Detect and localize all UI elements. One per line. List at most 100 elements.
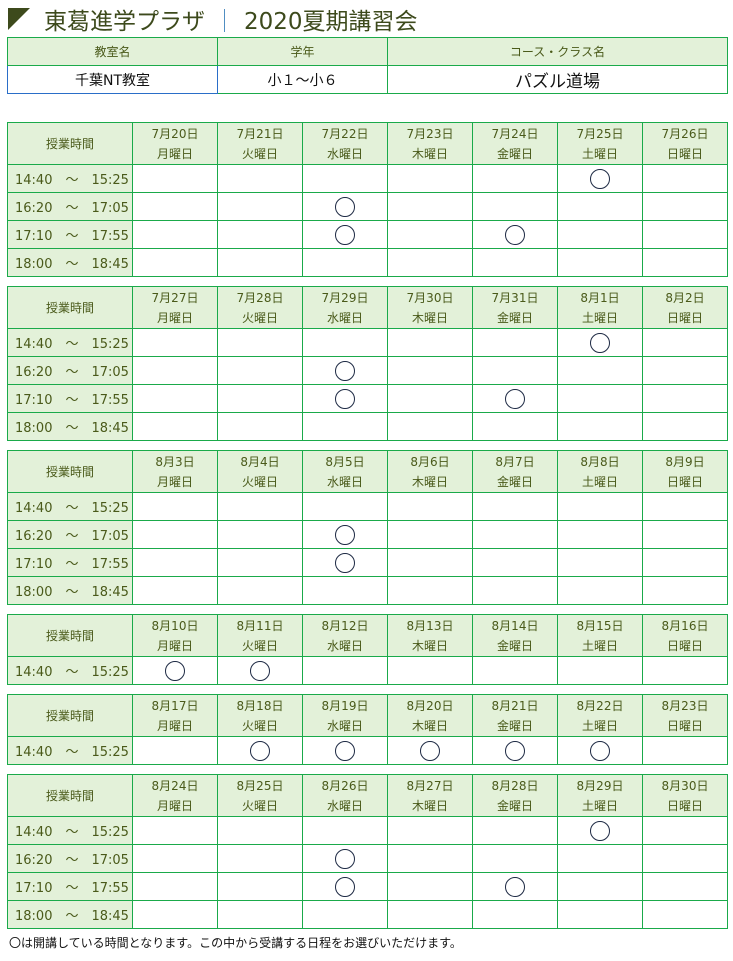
schedule-cell — [387, 576, 473, 605]
schedule-cell — [472, 900, 558, 929]
time-slot-row: 16:20 ～ 17:05 — [7, 844, 728, 873]
open-circle-icon — [505, 388, 525, 409]
schedule-cell — [472, 192, 558, 221]
date-label: 8月19日 — [321, 698, 369, 713]
date-header: 8月14日 金曜日 — [472, 614, 558, 657]
schedule-cell — [217, 816, 303, 845]
schedule-cell — [387, 548, 473, 577]
course-header: コース・クラス名 — [387, 37, 728, 66]
time-slot-row: 18:00 ～ 18:45 — [7, 900, 728, 929]
time-slot-label: 18:00 ～ 18:45 — [7, 248, 133, 277]
time-slot-row: 16:20 ～ 17:05 — [7, 520, 728, 549]
weekday-label: 月曜日 — [156, 310, 193, 325]
date-header: 7月23日 木曜日 — [387, 122, 473, 165]
time-slot-label: 14:40 ～ 15:25 — [7, 328, 133, 357]
weekday-label: 金曜日 — [496, 146, 533, 161]
time-slot-label: 17:10 ～ 17:55 — [7, 872, 133, 901]
date-label: 8月12日 — [321, 618, 369, 633]
time-slot-label: 17:10 ～ 17:55 — [7, 548, 133, 577]
weekday-label: 火曜日 — [241, 146, 278, 161]
schedule-cell — [557, 492, 643, 521]
weekday-label: 日曜日 — [666, 146, 703, 161]
open-circle-icon — [505, 876, 525, 897]
time-slot-label: 18:00 ～ 18:45 — [7, 900, 133, 929]
schedule-cell — [217, 900, 303, 929]
weekday-label: 月曜日 — [156, 146, 193, 161]
open-circle-icon — [590, 820, 610, 841]
weekday-label: 木曜日 — [411, 474, 448, 489]
schedule-cell — [557, 384, 643, 413]
schedule-cell — [472, 844, 558, 873]
schedule-cell — [557, 520, 643, 549]
date-header: 8月23日 日曜日 — [642, 694, 728, 737]
date-header: 8月30日 日曜日 — [642, 774, 728, 817]
schedule-cell — [642, 164, 728, 193]
date-header: 8月20日 木曜日 — [387, 694, 473, 737]
date-label: 8月1日 — [580, 290, 620, 305]
schedule-cell — [217, 412, 303, 441]
schedule-cell — [642, 328, 728, 357]
schedule-cell — [642, 412, 728, 441]
open-circle-icon — [505, 224, 525, 245]
schedule-cell — [472, 736, 558, 765]
weekday-label: 金曜日 — [496, 798, 533, 813]
open-circle-icon — [590, 740, 610, 761]
weekday-label: 土曜日 — [581, 638, 618, 653]
schedule-cell — [132, 220, 218, 249]
date-header: 8月28日 金曜日 — [472, 774, 558, 817]
date-header: 8月7日 金曜日 — [472, 450, 558, 493]
date-label: 8月5日 — [325, 454, 365, 469]
schedule-cell — [132, 576, 218, 605]
schedule-cell — [302, 248, 388, 277]
date-header: 8月10日 月曜日 — [132, 614, 218, 657]
course-info-table: 教室名 学年 コース・クラス名 千葉NT教室 小１～小６ パズル道場 — [7, 37, 728, 94]
schedule-cell — [387, 844, 473, 873]
schedule-cell — [642, 656, 728, 685]
schedule-cell — [132, 248, 218, 277]
weekday-label: 水曜日 — [326, 638, 363, 653]
time-slot-label: 16:20 ～ 17:05 — [7, 356, 133, 385]
date-header: 8月3日 月曜日 — [132, 450, 218, 493]
schedule-cell — [642, 576, 728, 605]
week-schedule-table: 授業時間 8月3日 月曜日 8月4日 火曜日 8月5日 水曜日 8月6日 木曜日 8月7日 金曜日 8… — [7, 450, 728, 605]
schedule-cell — [217, 192, 303, 221]
schedule-cell — [642, 248, 728, 277]
schedule-cell — [387, 384, 473, 413]
date-header: 8月13日 木曜日 — [387, 614, 473, 657]
weekday-label: 水曜日 — [326, 310, 363, 325]
schedule-cell — [642, 520, 728, 549]
open-circle-icon — [590, 332, 610, 353]
schedule-cell — [387, 656, 473, 685]
schedule-cell — [132, 412, 218, 441]
time-slot-label: 16:20 ～ 17:05 — [7, 844, 133, 873]
date-label: 8月25日 — [236, 778, 284, 793]
open-circle-icon — [335, 524, 355, 545]
time-slot-row: 16:20 ～ 17:05 — [7, 356, 728, 385]
schedule-cell — [472, 656, 558, 685]
weekday-label: 火曜日 — [241, 798, 278, 813]
date-label: 8月27日 — [406, 778, 454, 793]
weekday-label: 火曜日 — [241, 474, 278, 489]
open-circle-icon — [335, 388, 355, 409]
schedule-cell — [557, 844, 643, 873]
weekday-label: 土曜日 — [581, 798, 618, 813]
schedule-cell — [302, 548, 388, 577]
schedule-cell — [387, 328, 473, 357]
date-label: 7月23日 — [406, 126, 454, 141]
schedule-cell — [472, 576, 558, 605]
date-header: 8月15日 土曜日 — [557, 614, 643, 657]
date-label: 8月21日 — [491, 698, 539, 713]
classroom-header: 教室名 — [7, 37, 218, 66]
schedule-cell — [217, 656, 303, 685]
weekday-label: 水曜日 — [326, 718, 363, 733]
weekday-label: 水曜日 — [326, 146, 363, 161]
triangle-icon — [8, 8, 30, 30]
open-circle-icon — [335, 876, 355, 897]
open-circle-icon — [335, 552, 355, 573]
date-label: 8月30日 — [661, 778, 709, 793]
schedule-cell — [132, 736, 218, 765]
schedule-cell — [302, 192, 388, 221]
date-header: 7月30日 木曜日 — [387, 286, 473, 329]
open-circle-icon — [335, 196, 355, 217]
date-header: 7月29日 水曜日 — [302, 286, 388, 329]
